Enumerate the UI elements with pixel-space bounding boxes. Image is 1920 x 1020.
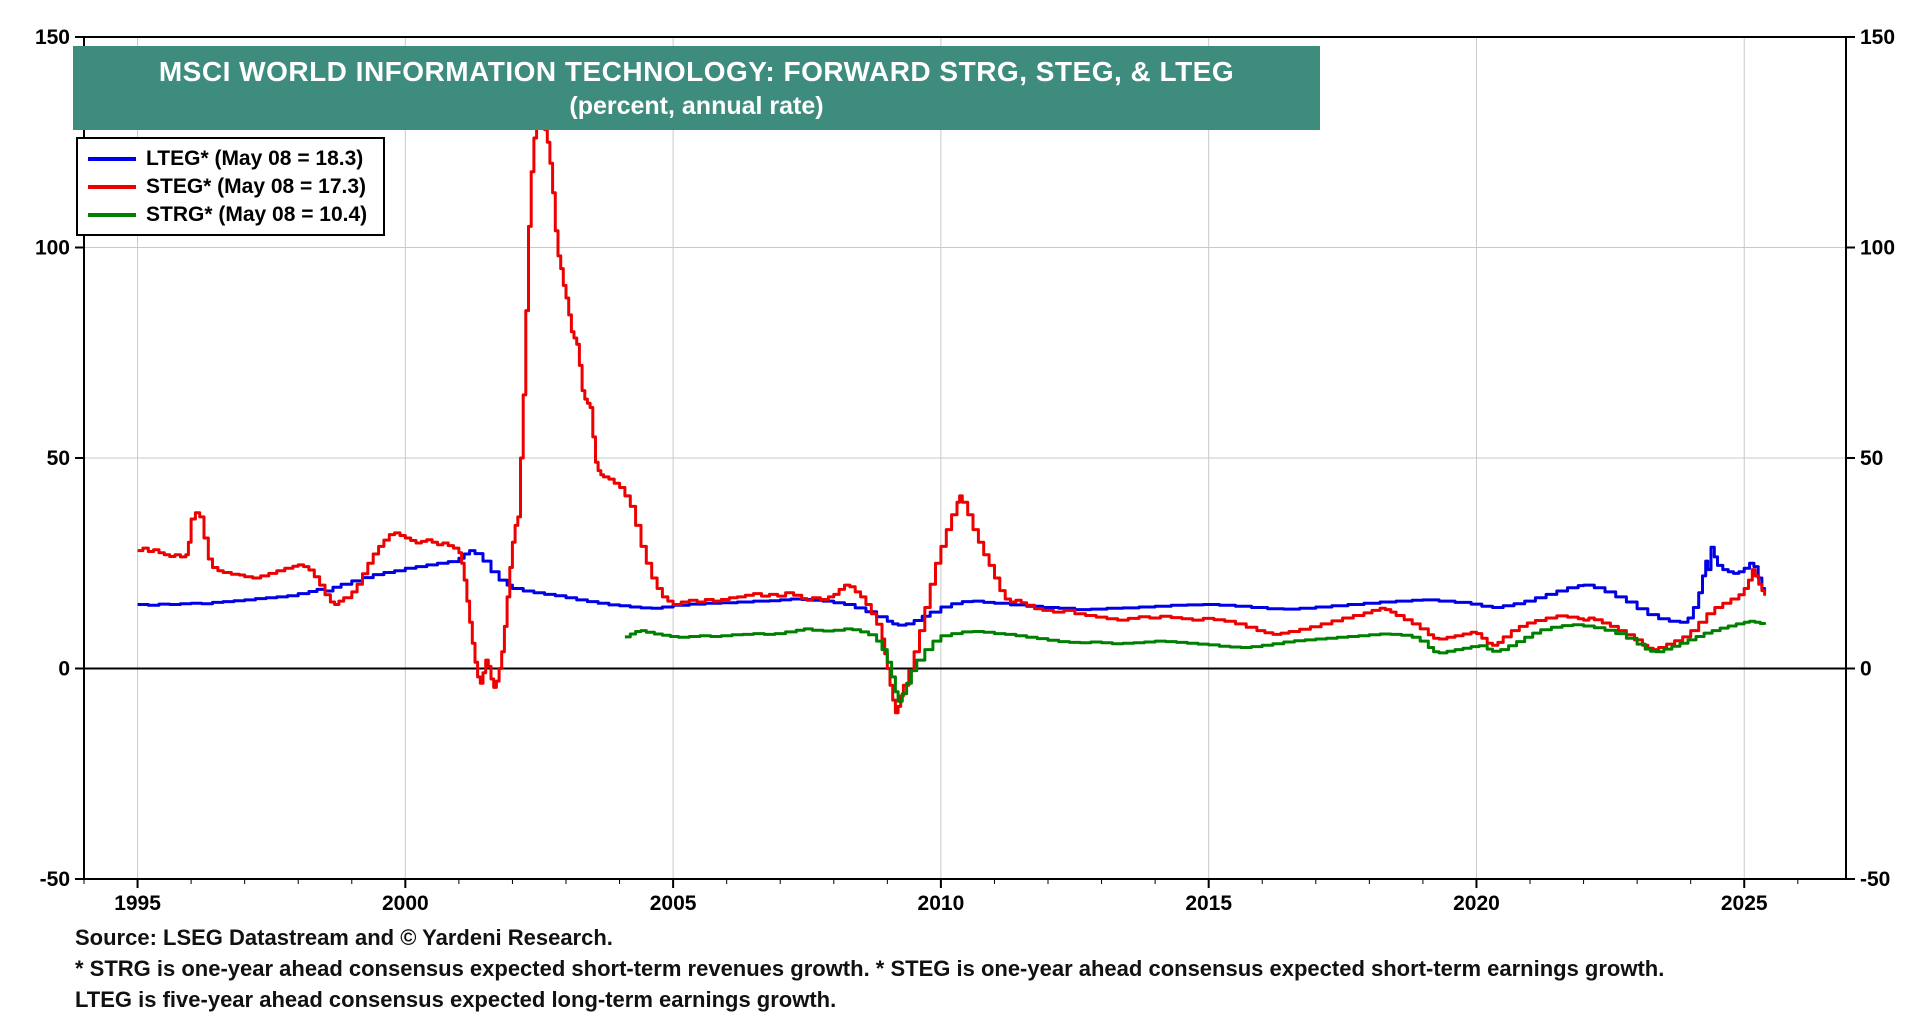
y-axis-label-right: 150 xyxy=(1860,26,1895,49)
lteg-line xyxy=(137,545,1767,627)
strg-legend-label: STRG* (May 08 = 10.4) xyxy=(146,202,368,226)
y-axis-label-left: 50 xyxy=(47,447,70,470)
y-axis-label-left: 0 xyxy=(58,658,70,681)
footnote-lteg: LTEG is five-year ahead consensus expect… xyxy=(75,987,837,1012)
steg-legend-line xyxy=(88,184,136,189)
x-axis-label: 2020 xyxy=(1453,892,1500,915)
chart-title: MSCI WORLD INFORMATION TECHNOLOGY: FORWA… xyxy=(158,56,1235,87)
source-text: Source: LSEG Datastream and © Yardeni Re… xyxy=(75,925,613,950)
legend: LTEG* (May 08 = 18.3) STEG* (May 08 = 17… xyxy=(76,137,386,236)
plot-border xyxy=(83,36,1847,880)
steg-legend-label: STEG* (May 08 = 17.3) xyxy=(146,174,367,198)
legend-row-strg: STRG* (May 08 = 10.4) xyxy=(88,201,367,228)
x-axis-label: 1995 xyxy=(114,892,161,915)
footer: Source: LSEG Datastream and © Yardeni Re… xyxy=(75,922,1664,1015)
y-axis-label-right: 100 xyxy=(1860,237,1895,260)
x-axis-label: 2005 xyxy=(650,892,697,915)
chart-title-banner: MSCI WORLD INFORMATION TECHNOLOGY: FORWA… xyxy=(73,46,1320,130)
y-axis-label-left: 100 xyxy=(35,237,70,260)
strg-legend-line xyxy=(88,212,136,217)
x-axis-label: 2010 xyxy=(918,892,965,915)
strg-line xyxy=(624,619,1767,703)
steg-line xyxy=(137,107,1767,715)
x-axis-label: 2015 xyxy=(1185,892,1232,915)
y-axis-label-left: -50 xyxy=(40,868,70,891)
chart-subtitle: (percent, annual rate) xyxy=(569,92,824,120)
y-axis-label-right: 0 xyxy=(1860,658,1872,681)
lteg-legend-label: LTEG* (May 08 = 18.3) xyxy=(146,146,364,170)
x-axis-label: 2025 xyxy=(1721,892,1768,915)
footnote-strg-steg: * STRG is one-year ahead consensus expec… xyxy=(75,956,1665,981)
legend-row-steg: STEG* (May 08 = 17.3) xyxy=(88,173,367,200)
y-axis-label-right: 50 xyxy=(1860,447,1883,470)
y-axis-label-right: -50 xyxy=(1860,868,1890,891)
legend-row-lteg: LTEG* (May 08 = 18.3) xyxy=(88,145,367,172)
x-axis-label: 2000 xyxy=(382,892,429,915)
lteg-legend-line xyxy=(88,156,136,161)
y-axis-label-left: 150 xyxy=(35,26,70,49)
